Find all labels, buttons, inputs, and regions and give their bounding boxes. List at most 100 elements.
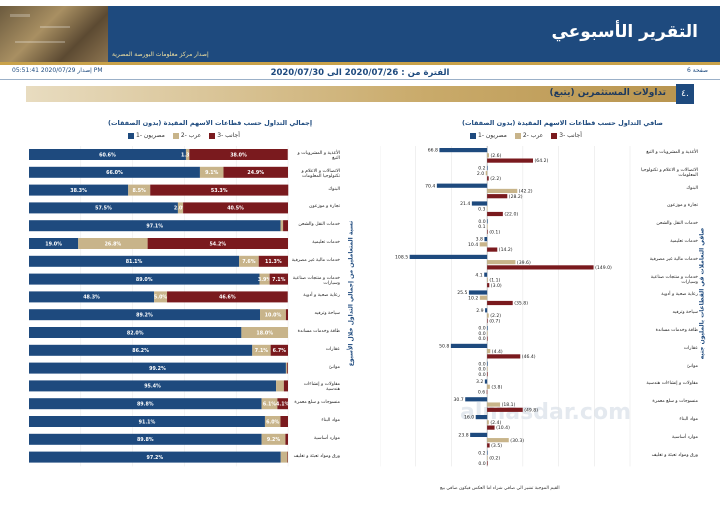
bar-2 xyxy=(487,402,501,407)
bar-value-label: 0.0 xyxy=(478,461,485,467)
bar-value-label: (1.1) xyxy=(489,278,500,284)
bar-2 xyxy=(486,206,488,211)
bar-percent-label: 40.5% xyxy=(227,206,244,212)
bar-value-label: 66.8 xyxy=(428,148,438,154)
bar-3 xyxy=(487,318,488,323)
header-divider xyxy=(0,62,720,65)
stacked-bar-1 xyxy=(29,344,253,356)
bar-percent-label: 5.0% xyxy=(154,295,167,301)
bar-percent-label: 18.0% xyxy=(256,330,273,336)
stacked-bar-2 xyxy=(252,344,271,356)
category-label: موانئ xyxy=(328,364,340,370)
stacked-bar-2 xyxy=(280,451,288,463)
stacked-bar-3 xyxy=(285,433,288,445)
category-label: رعاية صحية و أدوية xyxy=(661,292,698,298)
bar-1 xyxy=(450,343,488,348)
bar-3 xyxy=(487,300,513,306)
bar-2 xyxy=(487,188,518,194)
stacked-bar-3 xyxy=(258,255,288,267)
stacked-bar-2 xyxy=(128,184,151,196)
bar-value-label: (49.8) xyxy=(524,407,538,413)
bar-percent-label: 89.2% xyxy=(136,313,153,319)
bar-percent-label: 82.0% xyxy=(127,330,144,336)
bar-percent-label: 46.6% xyxy=(219,295,236,301)
stacked-bar-1 xyxy=(29,451,281,463)
bar-3 xyxy=(487,425,495,430)
total-trading-share-chart: 80%60%40%20%0%60.6%1.3%38.0%66.0%9.1%24.… xyxy=(29,146,290,467)
bar-percent-label: 91.1% xyxy=(139,419,156,425)
category-label: منسوجات و سلع معمرة xyxy=(294,400,340,406)
bar-value-label: 0.2 xyxy=(478,166,485,172)
bar-value-label: (30.3) xyxy=(510,438,524,444)
bar-value-label: (3.5) xyxy=(491,443,502,449)
bar-percent-label: 89.8% xyxy=(137,402,154,408)
bar-value-label: 2.9 xyxy=(476,308,483,314)
legend-item-arabs: عرب -2 xyxy=(514,132,543,139)
bar-3 xyxy=(487,354,521,359)
legend-item-foreigners: أجانب -3 xyxy=(209,132,240,139)
category-label: مقاولات و إنشاءات هندسية xyxy=(646,381,698,387)
bar-3 xyxy=(487,283,490,288)
bar-3 xyxy=(487,194,508,199)
category-label: سياحة وترفيه xyxy=(314,311,340,317)
bar-1 xyxy=(470,432,488,437)
stacked-bar-2 xyxy=(259,273,270,285)
bar-value-label: 0.1 xyxy=(478,224,485,230)
category-label: طاقة وخدمات مساندة xyxy=(297,329,340,334)
stacked-bar-1 xyxy=(29,255,240,267)
stacked-bar-3 xyxy=(277,398,288,410)
bar-3 xyxy=(487,372,488,377)
bar-1 xyxy=(484,272,488,277)
bar-value-label: 0.2 xyxy=(478,450,485,456)
bar-3 xyxy=(487,443,490,448)
bar-value-label: 0.0 xyxy=(478,367,485,373)
bar-value-label: (0.1) xyxy=(489,229,500,235)
bar-3 xyxy=(486,389,488,395)
category-label: موارد أساسية xyxy=(313,435,340,441)
bar-2 xyxy=(487,455,488,461)
bar-value-label: (35.8) xyxy=(514,301,528,307)
bar-1 xyxy=(475,415,488,420)
legend-item-arabs: عرب -2 xyxy=(172,132,201,139)
stacked-bar-3 xyxy=(285,309,288,321)
category-label: البنوك xyxy=(686,185,698,191)
bar-2 xyxy=(487,349,491,354)
stacked-bar-2 xyxy=(185,149,190,160)
bar-value-label: 108.5 xyxy=(395,255,408,261)
bar-2 xyxy=(487,224,488,229)
stacked-bar-1 xyxy=(29,238,79,249)
bar-value-label: 21.4 xyxy=(460,201,470,207)
bar-1 xyxy=(439,148,488,153)
stacked-bar-3 xyxy=(147,238,288,249)
stacked-bar-2 xyxy=(285,362,288,374)
category-label: خدمات و منتجات صناعية وسيارات xyxy=(292,275,340,286)
category-label: خدمات تعليمية xyxy=(670,239,698,244)
bar-percent-label: 38.0% xyxy=(230,152,247,158)
bar-1 xyxy=(485,308,488,313)
stacked-bar-1 xyxy=(29,309,261,321)
section-bar: تداولات المستثمرين (يتبع) xyxy=(26,86,694,102)
bar-3 xyxy=(487,247,498,252)
bar-1 xyxy=(471,201,488,206)
bar-2 xyxy=(479,242,488,247)
bar-1 xyxy=(487,326,488,331)
bar-value-label: 4.1 xyxy=(475,272,482,278)
bar-value-label: (46.4) xyxy=(522,354,536,360)
category-label: رعاية صحية و أدوية xyxy=(303,293,340,299)
category-label: سياحة وترفيه xyxy=(672,310,698,316)
bar-percent-label: 48.3% xyxy=(83,295,100,301)
bar-value-label: (22.0) xyxy=(504,212,518,218)
bar-1 xyxy=(484,379,488,384)
section-number: ٤. xyxy=(676,84,694,104)
legend-item-egyptians: مصريون -1 xyxy=(470,132,507,139)
bar-value-label: 50.8 xyxy=(439,344,449,350)
bar-3 xyxy=(487,461,488,466)
category-label: الاتصالات و الاعلام و تكنولوجيا المعلوما… xyxy=(301,168,340,179)
bar-percent-label: 60.6% xyxy=(99,152,116,158)
bar-value-label: 10.4 xyxy=(468,242,478,248)
category-label: الاتصالات و الاعلام و تكنولوجيا المعلوما… xyxy=(641,167,698,178)
bar-2 xyxy=(485,171,488,176)
bar-1 xyxy=(487,219,488,224)
stacked-bar-1 xyxy=(29,149,186,160)
report-title: التقرير الأسبوعي xyxy=(551,22,698,42)
